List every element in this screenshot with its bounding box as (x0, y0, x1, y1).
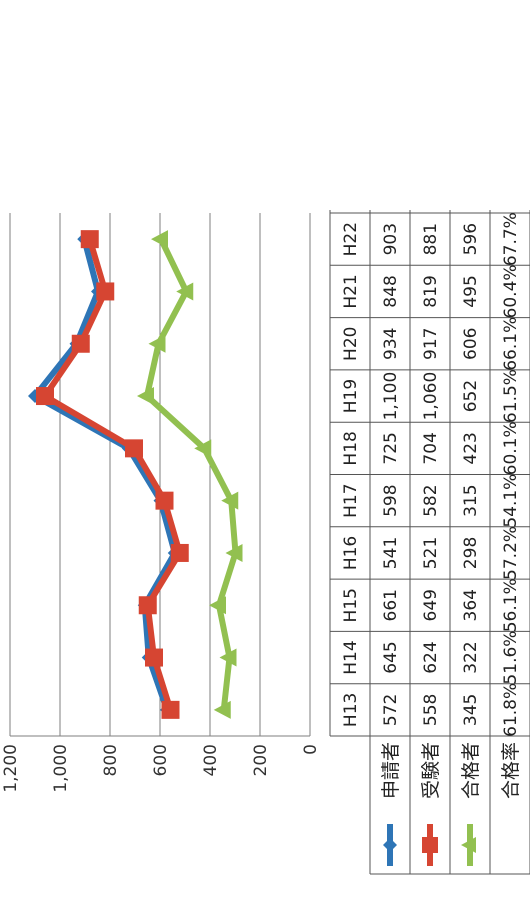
y-tick-label: 1,200 (1, 744, 21, 793)
data-point (155, 491, 174, 510)
data-point (170, 543, 189, 562)
table-cell: 66.1% (501, 317, 521, 371)
row-label: 受験者 (420, 742, 442, 799)
data-point (213, 700, 231, 719)
table-cell: 1,060 (421, 372, 441, 421)
data-point (138, 596, 157, 615)
data-point (125, 439, 143, 458)
table-cell: 67.7% (501, 212, 521, 266)
data-point (225, 543, 243, 562)
category-label: H19 (341, 379, 361, 413)
table-cell: 61.8% (501, 683, 521, 737)
data-point (161, 700, 180, 719)
y-tick-label: 600 (151, 744, 171, 776)
category-label: H22 (341, 222, 361, 256)
category-label: H18 (341, 431, 361, 465)
table-cell: 1,100 (381, 372, 401, 421)
data-point (148, 334, 166, 353)
data-point (36, 387, 54, 406)
category-label: H14 (341, 640, 361, 674)
category-label: H16 (341, 536, 361, 570)
table-cell: 582 (421, 484, 441, 516)
table-cell: 652 (461, 380, 481, 412)
data-point (219, 648, 237, 667)
data-point (137, 387, 154, 406)
category-label: H20 (341, 327, 361, 361)
row-label: 申請者 (380, 742, 402, 799)
table-cell: 60.1% (501, 421, 521, 475)
y-tick-label: 400 (201, 744, 221, 776)
table-cell: 704 (421, 432, 441, 464)
table-cell: 345 (461, 694, 481, 726)
table-cell: 54.1% (501, 474, 521, 528)
table-cell: 51.6% (501, 631, 521, 685)
table-cell: 57.2% (501, 526, 521, 580)
data-point (221, 491, 239, 510)
data-point (194, 439, 212, 458)
table-cell: 322 (461, 641, 481, 673)
data-point (80, 230, 99, 249)
table-cell: 596 (461, 223, 481, 255)
table-cell: 606 (461, 328, 481, 360)
table-cell: 61.5% (501, 369, 521, 423)
category-label: H17 (341, 483, 361, 517)
table-cell: 934 (381, 328, 401, 360)
series-line (32, 238, 178, 711)
data-point (209, 596, 226, 615)
category-label: H21 (341, 274, 361, 308)
table-cell: 598 (381, 484, 401, 516)
y-tick-label: 800 (101, 744, 121, 776)
row-label: 合格率 (500, 742, 522, 799)
legend-marker (422, 837, 438, 853)
table-cell: 558 (421, 694, 441, 726)
table-cell: 423 (461, 432, 481, 464)
category-label: H13 (341, 693, 361, 727)
row-label: 合格者 (460, 742, 482, 799)
table-cell: 725 (381, 432, 401, 464)
table-cell: 572 (381, 694, 401, 726)
data-point (71, 334, 90, 353)
series-line (144, 237, 239, 711)
table-cell: 917 (421, 328, 441, 360)
table-cell: 364 (461, 589, 481, 621)
table-cell: 819 (421, 275, 441, 307)
y-tick-label: 1,000 (51, 744, 71, 793)
table-cell: 315 (461, 484, 481, 516)
table-cell: 60.4% (501, 264, 521, 318)
table-cell: 624 (421, 641, 441, 673)
table-cell: 521 (421, 537, 441, 569)
table-cell: 298 (461, 537, 481, 569)
table-cell: 645 (381, 641, 401, 673)
table-cell: 661 (381, 589, 401, 621)
y-tick-label: 200 (251, 744, 271, 776)
table-cell: 881 (421, 223, 441, 255)
legend-marker (461, 837, 476, 853)
table-cell: 903 (381, 223, 401, 255)
legend-marker (383, 838, 397, 852)
series-line (42, 238, 183, 711)
data-point (151, 230, 168, 249)
category-label: H15 (341, 588, 361, 622)
table-cell: 56.1% (501, 578, 521, 632)
table-cell: 848 (381, 275, 401, 307)
table-cell: 495 (461, 275, 481, 307)
y-tick-label: 0 (301, 744, 321, 755)
data-point (96, 282, 115, 301)
table-cell: 649 (421, 589, 441, 621)
table-cell: 541 (381, 537, 401, 569)
data-point (145, 648, 163, 667)
data-point (176, 282, 194, 301)
